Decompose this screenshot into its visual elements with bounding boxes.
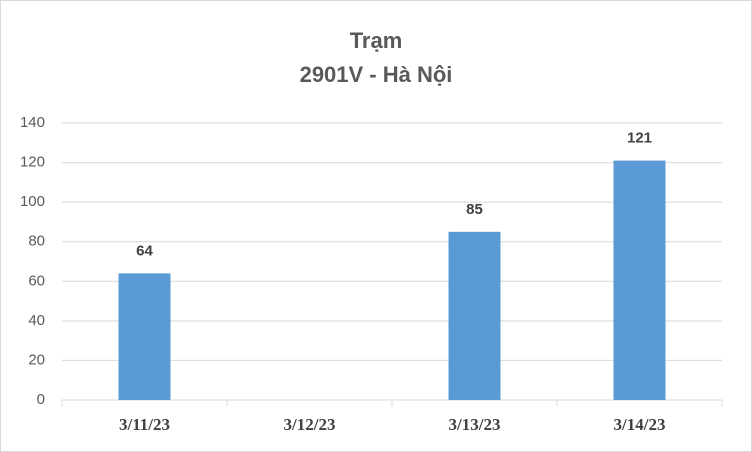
y-tick-label: 120 (20, 154, 45, 171)
x-tick-label: 3/11/23 (119, 415, 170, 434)
x-tick-label: 3/13/23 (449, 415, 501, 434)
bar (448, 231, 501, 400)
data-label: 121 (627, 130, 652, 147)
bar (118, 273, 171, 400)
y-tick-label: 40 (28, 312, 45, 329)
chart-subtitle: 2901V - Hà Nội (300, 62, 453, 87)
y-tick-label: 0 (37, 391, 45, 408)
data-label: 64 (136, 242, 153, 259)
x-tick-label: 3/14/23 (614, 415, 666, 434)
bar (613, 160, 666, 400)
data-label: 85 (466, 201, 483, 218)
y-tick-label: 100 (20, 193, 45, 210)
y-tick-label: 60 (28, 272, 45, 289)
chart-title: Trạm (350, 28, 403, 53)
y-tick-label: 140 (20, 114, 45, 131)
x-tick-label: 3/12/23 (284, 415, 336, 434)
y-tick-label: 80 (28, 233, 45, 250)
y-tick-label: 20 (28, 351, 45, 368)
